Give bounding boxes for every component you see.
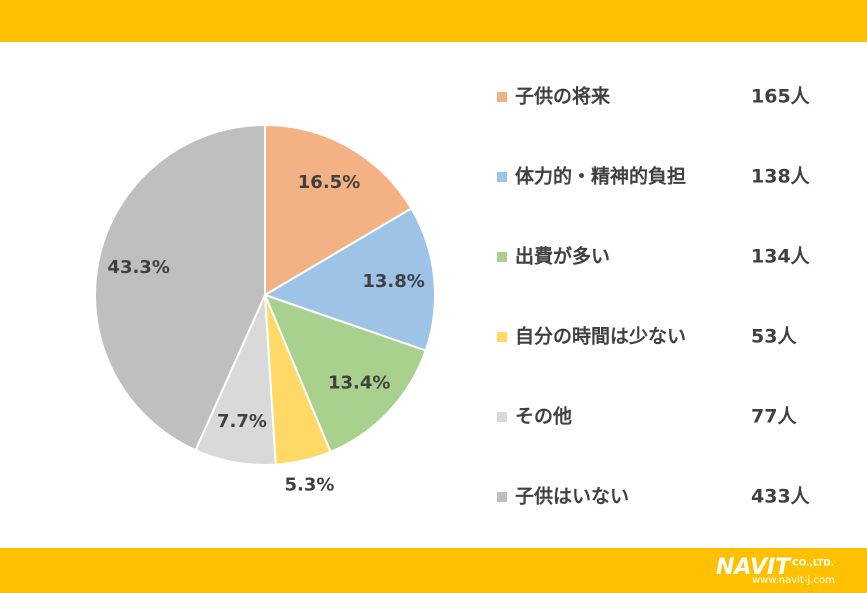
count-label: 433人: [751, 486, 811, 508]
bottom-band: [0, 548, 867, 593]
legend-swatch: [497, 92, 507, 102]
brand: NAVIT: [716, 555, 792, 580]
slice-label: 5.3%: [284, 474, 334, 495]
legend-label: 子供はいない: [515, 485, 629, 508]
pie-slice: [262, 207, 436, 352]
legend-label: その他: [515, 405, 572, 428]
pie-slice: [94, 123, 266, 452]
legend-label: 体力的・精神的負担: [515, 165, 686, 188]
count-label: 138人: [751, 166, 811, 188]
url: www.navit-j.com: [752, 575, 835, 586]
count-label: 134人: [751, 246, 811, 268]
slice-label: 7.7%: [217, 411, 267, 432]
legend-label: 子供の将来: [515, 85, 610, 108]
legend-swatch: [497, 412, 507, 422]
count-label: 53人: [751, 326, 797, 348]
count-label: 77人: [751, 406, 797, 428]
legend-swatch: [497, 252, 507, 262]
top-band: [0, 0, 867, 42]
slice-label: 13.4%: [328, 372, 390, 393]
legend-label: 出費が多い: [515, 245, 610, 268]
slice-label: 13.8%: [362, 271, 424, 292]
pie-slice: [263, 293, 427, 454]
legend-swatch: [497, 172, 507, 182]
slice-label: 43.3%: [107, 257, 169, 278]
legend-swatch: [497, 332, 507, 342]
legend-label: 自分の時間は少ない: [515, 325, 686, 348]
company: CO.,LTD.: [792, 559, 834, 569]
pie-slice: [264, 123, 413, 297]
legend-swatch: [497, 492, 507, 502]
slice-label: 16.5%: [298, 172, 360, 193]
count-label: 165人: [751, 86, 811, 108]
